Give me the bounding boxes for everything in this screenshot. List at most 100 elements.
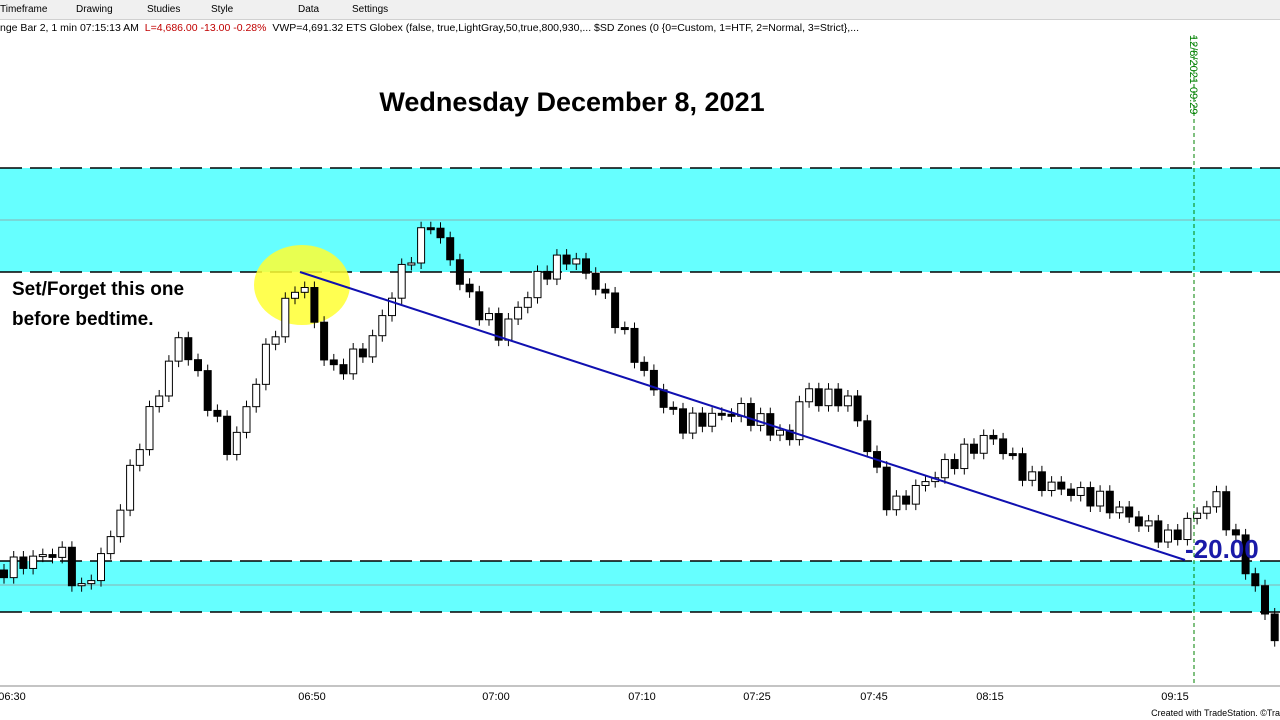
candle-part — [940, 459, 949, 479]
candle-part — [514, 306, 523, 320]
candle-part — [281, 297, 290, 338]
time-label: 07:10 — [628, 691, 656, 703]
candle-part — [776, 429, 784, 436]
candle-part — [378, 315, 387, 337]
candle-part — [291, 291, 299, 299]
candle-part — [310, 287, 319, 323]
trend-line — [299, 271, 1186, 561]
candle-part — [572, 258, 581, 265]
candle-part — [1183, 517, 1192, 541]
candle-part — [358, 348, 367, 358]
candle-part — [9, 556, 18, 579]
candle-part — [465, 283, 474, 293]
candle-part — [1037, 471, 1046, 492]
candle-part — [911, 484, 920, 505]
candle-part — [950, 459, 959, 470]
candle-part — [1076, 487, 1085, 496]
candle-part — [562, 254, 571, 265]
candle-part — [843, 395, 852, 407]
candle-part — [853, 395, 862, 422]
candle-part — [58, 546, 67, 558]
candle-part — [1202, 506, 1211, 514]
candle-part — [174, 337, 183, 362]
candle-part — [1008, 453, 1017, 457]
candle-part — [19, 556, 28, 569]
candle-part — [533, 270, 542, 299]
menu-item[interactable]: Data — [298, 4, 320, 15]
candle-part — [1270, 613, 1279, 642]
candle-part — [320, 321, 329, 361]
candle-part — [485, 313, 493, 321]
candle-part — [329, 359, 338, 366]
candle-part — [0, 569, 8, 579]
candle-part — [1231, 529, 1240, 536]
menu-item[interactable]: Timeframe — [0, 4, 48, 15]
candle-part — [339, 364, 348, 375]
candle-part — [1115, 506, 1124, 514]
menu-item[interactable]: Style — [211, 4, 234, 15]
candle-part — [1086, 487, 1095, 507]
candle-part — [155, 395, 164, 408]
candle-part — [504, 318, 513, 341]
candle-part — [1241, 534, 1250, 575]
candle-part — [349, 348, 358, 375]
last-price: L=4,686.00 -13.00 -0.28% — [144, 22, 267, 34]
candles — [0, 221, 1279, 647]
candle-part — [67, 546, 76, 587]
candle-part — [388, 297, 396, 317]
candle-part — [814, 388, 823, 407]
candle-part — [863, 420, 872, 453]
candle-part — [591, 272, 600, 290]
candle-part — [184, 337, 193, 361]
candle-part — [1125, 506, 1134, 518]
candle-part — [252, 383, 261, 408]
time-label: 07:45 — [860, 691, 888, 703]
candle-part — [194, 359, 202, 372]
footer: Created with TradeStation. ©Tra — [1151, 708, 1280, 718]
candle-part — [921, 481, 930, 486]
candle-part — [698, 412, 707, 427]
candle-part — [213, 409, 222, 417]
menu-item[interactable]: Settings — [352, 4, 389, 15]
time-label: 07:25 — [743, 691, 771, 703]
candle-part — [795, 401, 804, 441]
candle-part — [1057, 481, 1066, 490]
candle-part — [979, 434, 988, 454]
candle-part — [630, 327, 639, 363]
candle-part — [446, 237, 455, 261]
symbol-info: nge Bar 2, 1 min 07:15:13 AM — [0, 22, 139, 34]
candle-part — [48, 554, 57, 558]
time-label: 07:00 — [482, 691, 510, 703]
candle-part — [397, 263, 406, 299]
candle-part — [1096, 490, 1105, 507]
candle-part — [1105, 490, 1114, 514]
candle-part — [1134, 516, 1143, 527]
candle-part — [1154, 520, 1163, 543]
annotation: before bedtime. — [12, 309, 153, 330]
candle-part — [1222, 491, 1231, 531]
annotation: Set/Forget this one — [12, 279, 184, 300]
candle-part — [126, 464, 135, 511]
candle-part — [426, 227, 435, 231]
session-label: 12/8/2021 09:29 — [1187, 35, 1199, 115]
candle-part — [1193, 512, 1202, 519]
candle-part — [1047, 481, 1056, 492]
highlight-circle — [254, 245, 350, 325]
menu-item[interactable]: Drawing — [76, 4, 113, 15]
candle-part — [232, 431, 241, 455]
candle-part — [1164, 529, 1172, 543]
chart-title: Wednesday December 8, 2021 — [379, 87, 764, 117]
menu-item[interactable]: Studies — [147, 4, 181, 15]
candle-part — [834, 388, 843, 407]
candle-part — [29, 555, 38, 569]
candle-part — [242, 406, 251, 433]
candle-part — [805, 388, 814, 403]
candle-part — [717, 412, 726, 416]
candle-part — [145, 406, 154, 451]
candle-part — [38, 554, 47, 558]
candle-part — [1251, 573, 1260, 587]
candle-part — [970, 443, 978, 454]
candle-part — [436, 227, 445, 239]
study-info: VWP=4,691.32 ETS Globex (false, true,Lig… — [272, 22, 859, 34]
toolbar: Timeframe Drawing Studies Style Data Set… — [0, 0, 1280, 20]
